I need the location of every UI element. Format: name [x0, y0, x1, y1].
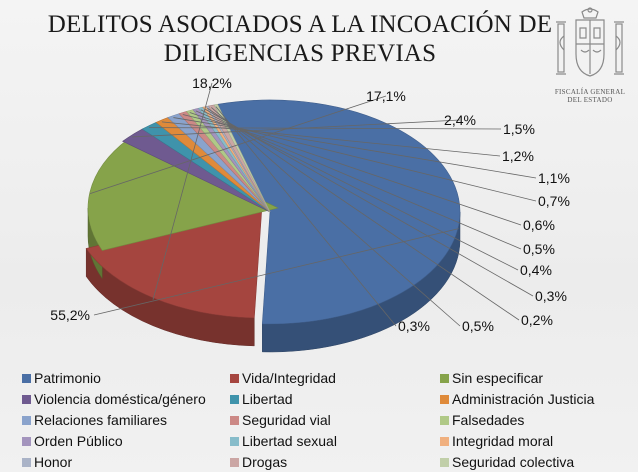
legend-label: Vida/Integridad	[242, 370, 336, 386]
leader-line-11	[204, 108, 534, 297]
legend-label: Honor	[34, 454, 73, 470]
legend-swatch	[440, 457, 449, 467]
legend-item-honor: Honor	[22, 452, 72, 472]
data-label-9: 0,5%	[523, 241, 555, 257]
legend-item-violencia-dom-stica-g-nero: Violencia doméstica/género	[22, 389, 206, 409]
pie-slice-sin-especificar	[87, 136, 279, 251]
data-label-14: 0,3%	[398, 318, 430, 334]
legend-label: Orden Público	[34, 433, 123, 449]
legend-swatch	[440, 415, 449, 425]
legend-item-relaciones-familiares: Relaciones familiares	[22, 410, 167, 430]
legend-swatch	[22, 436, 31, 446]
legend-swatch	[440, 436, 449, 446]
legend-label: Patrimonio	[34, 370, 101, 386]
legend-swatch	[230, 394, 239, 404]
data-label-1: 18,2%	[192, 75, 232, 91]
logo-text-line-2: DEL ESTADO	[567, 96, 613, 104]
leader-line-2	[89, 95, 387, 194]
legend-item-vida-integridad: Vida/Integridad	[230, 368, 336, 388]
chart-title-line-2: DILIGENCIAS PREVIAS	[163, 40, 437, 67]
leader-line-5	[161, 121, 501, 157]
legend-swatch	[230, 415, 239, 425]
data-label-10: 0,4%	[520, 262, 552, 278]
legend-item-libertad-sexual: Libertad sexual	[230, 431, 337, 451]
legend-label: Seguridad colectiva	[452, 454, 575, 470]
legend-item-seguridad-vial: Seguridad vial	[230, 410, 331, 430]
logo-text-line-1: FISCALÍA GENERAL	[554, 88, 626, 96]
legend-label: Administración Justicia	[452, 391, 595, 407]
legend-item-sin-especificar: Sin especificar	[440, 368, 543, 388]
legend-swatch	[22, 415, 31, 425]
legend-label: Violencia doméstica/género	[34, 391, 206, 407]
chart-title: DELITOS ASOCIADOS A LA INCOACIÓN DE DILI…	[40, 10, 560, 68]
leader-line-13	[211, 107, 461, 327]
legend-label: Drogas	[242, 454, 288, 470]
legend-swatch	[440, 373, 449, 383]
legend-swatch	[22, 457, 31, 467]
data-label-6: 1,1%	[538, 170, 570, 186]
leader-line-14	[215, 106, 397, 327]
legend-label: Relaciones familiares	[34, 412, 168, 428]
data-label-12: 0,2%	[521, 312, 553, 328]
legend-item-integridad-moral: Integridad moral	[440, 431, 553, 451]
data-label-0: 55,2%	[50, 307, 90, 323]
leader-line-12	[207, 107, 520, 321]
data-label-2: 17,1%	[366, 88, 406, 104]
data-label-8: 0,6%	[523, 217, 555, 233]
data-label-7: 0,7%	[538, 193, 570, 209]
legend-swatch	[22, 373, 31, 383]
legend-label: Integridad moral	[452, 433, 554, 449]
data-label-3: 2,4%	[444, 112, 476, 128]
legend-swatch	[440, 394, 449, 404]
legend-label: Libertad sexual	[242, 433, 337, 449]
legend-swatch	[230, 373, 239, 383]
data-labels: 55,2% 18,2% 17,1% 2,4% 1,5% 1,2%1,1% 0,7% 0,6% 0…	[50, 75, 570, 334]
data-label-5: 1,2%	[502, 148, 534, 164]
legend-label: Falsedades	[452, 412, 525, 428]
leader-line-8	[189, 112, 522, 226]
leader-line-9	[195, 110, 522, 250]
legend-label: Seguridad vial	[242, 412, 331, 428]
legend-item-patrimonio: Patrimonio	[22, 368, 101, 388]
legend-item-drogas: Drogas	[230, 452, 287, 472]
fiscalia-seal-logo	[556, 7, 624, 77]
leader-line-0	[93, 228, 459, 316]
data-label-4: 1,5%	[503, 121, 535, 137]
legend-item-libertad: Libertad	[230, 389, 293, 409]
legend-label: Libertad	[242, 391, 293, 407]
leader-line-7	[182, 114, 537, 202]
legend-swatch	[22, 394, 31, 404]
data-label-13: 0,5%	[462, 318, 494, 334]
legend-item-falsedades: Falsedades	[440, 410, 524, 430]
legend-swatch	[230, 457, 239, 467]
legend-item-orden-p-blico: Orden Público	[22, 431, 123, 451]
pie-slice-seguridad-colectiva	[213, 104, 271, 213]
legend-swatch	[230, 436, 239, 446]
pie-slice-vida-integridad	[85, 205, 263, 319]
legend-item-administraci-n-justicia: Administración Justicia	[440, 389, 594, 409]
legend-item-seguridad-colectiva: Seguridad colectiva	[440, 452, 574, 472]
chart-title-line-1: DELITOS ASOCIADOS A LA INCOACIÓN DE	[47, 11, 553, 38]
leader-line-4	[149, 127, 502, 130]
legend-label: Sin especificar	[452, 370, 544, 386]
data-label-11: 0,3%	[535, 288, 567, 304]
